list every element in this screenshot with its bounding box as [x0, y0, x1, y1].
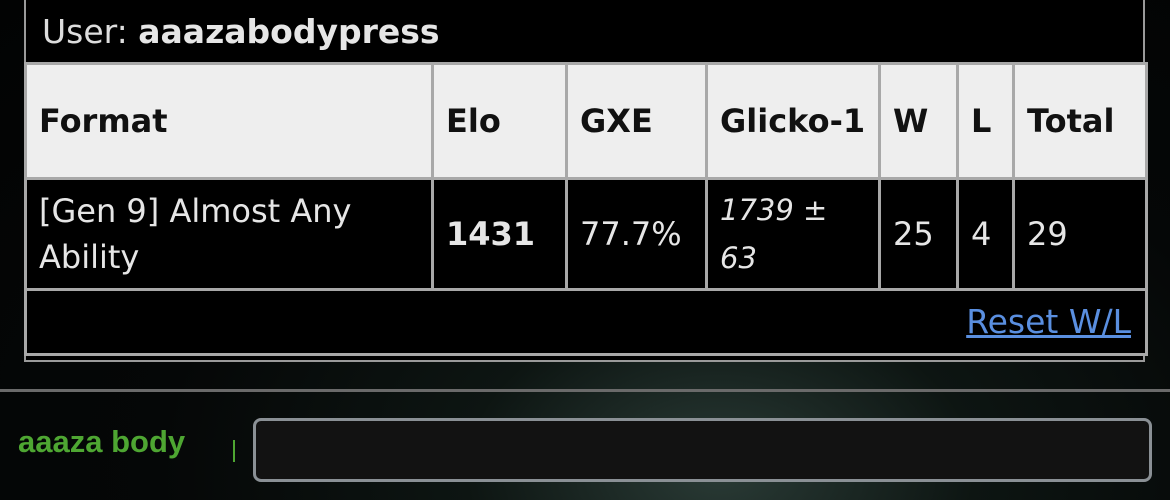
elo-cell: 1431: [431, 177, 568, 291]
username-separator: [233, 440, 235, 462]
user-label: User:: [42, 12, 128, 51]
header-elo: Elo: [431, 62, 568, 180]
total-cell: 29: [1012, 177, 1148, 291]
wins-cell: 25: [878, 177, 959, 291]
glicko-cell: 1739 ± 63: [705, 177, 881, 291]
chat-username: aaaza body: [18, 424, 186, 459]
reset-wl-link[interactable]: Reset W/L: [966, 302, 1131, 341]
user-name: aaazabodypress: [138, 12, 440, 51]
divider: [0, 389, 1170, 392]
header-glicko: Glicko-1: [705, 62, 881, 180]
format-cell: [Gen 9] Almost Any Ability: [24, 177, 434, 291]
header-w: W: [878, 62, 959, 180]
table-header-row: Format Elo GXE Glicko-1 W L Total: [24, 62, 1148, 180]
user-line: User: aaazabodypress: [42, 12, 440, 51]
ratings-table: Format Elo GXE Glicko-1 W L Total [Gen 9…: [24, 62, 1148, 356]
losses-cell: 4: [956, 177, 1015, 291]
header-l: L: [956, 62, 1015, 180]
header-gxe: GXE: [565, 62, 708, 180]
header-format: Format: [24, 62, 434, 180]
table-footer-row: Reset W/L: [24, 288, 1148, 356]
gxe-cell: 77.7%: [565, 177, 708, 291]
header-total: Total: [1012, 62, 1148, 180]
footer-cell: Reset W/L: [24, 288, 1148, 356]
table-row: [Gen 9] Almost Any Ability 1431 77.7% 17…: [24, 177, 1148, 291]
chat-input[interactable]: [253, 418, 1152, 482]
